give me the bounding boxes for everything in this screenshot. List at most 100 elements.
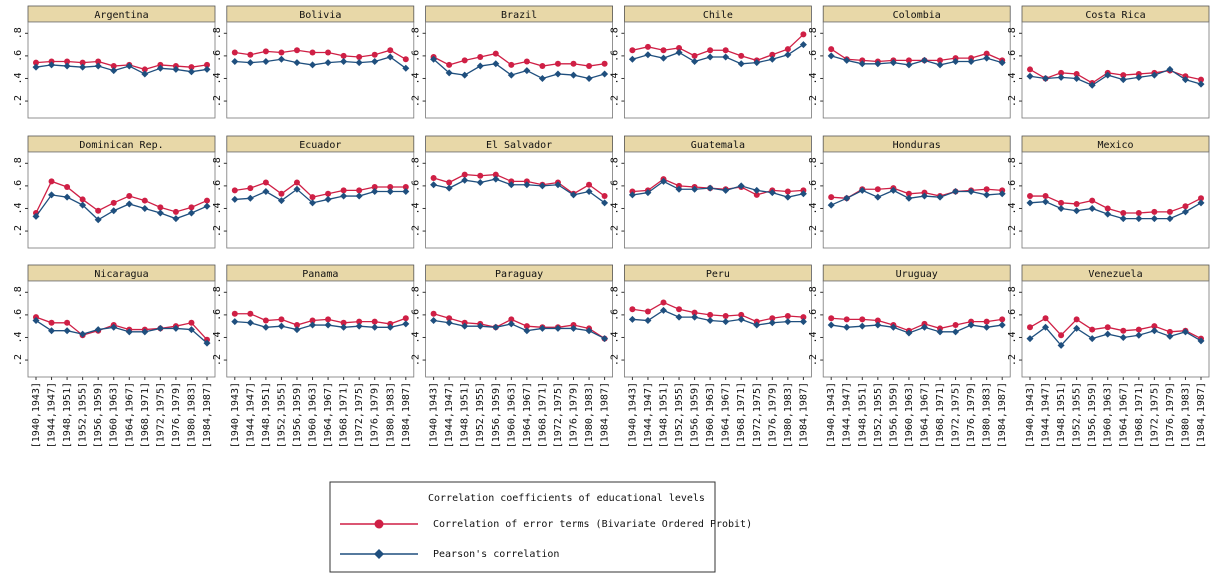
y-tick-label: .2 xyxy=(1007,95,1018,107)
point xyxy=(1119,215,1127,223)
point xyxy=(355,59,363,67)
point xyxy=(492,323,500,331)
point xyxy=(1073,316,1080,323)
point xyxy=(905,329,913,337)
point xyxy=(827,52,835,60)
y-tick-label: .2 xyxy=(13,225,24,237)
point xyxy=(1119,76,1127,84)
point xyxy=(293,185,301,193)
point xyxy=(644,51,652,59)
legend-box xyxy=(329,481,716,573)
point xyxy=(769,315,776,322)
x-tick-label: [1964,1967] xyxy=(323,382,334,448)
point xyxy=(125,328,133,336)
point xyxy=(386,53,394,61)
point xyxy=(203,65,211,73)
point xyxy=(659,54,667,62)
point xyxy=(538,182,546,190)
point xyxy=(628,55,636,63)
y-tick-label: .2 xyxy=(808,95,819,107)
point xyxy=(983,323,991,331)
point xyxy=(356,187,363,194)
point xyxy=(1197,80,1205,88)
point xyxy=(445,184,453,192)
point xyxy=(1073,74,1081,82)
x-tick-label: [1968,1971] xyxy=(736,382,747,448)
point xyxy=(828,46,835,53)
y-tick-label: .6 xyxy=(1007,50,1018,62)
point xyxy=(371,188,379,196)
point xyxy=(722,318,730,326)
point xyxy=(920,323,928,331)
point xyxy=(952,188,960,196)
plot-area xyxy=(425,280,614,378)
plot-area xyxy=(1021,21,1210,119)
point xyxy=(738,311,745,318)
x-tick-label: [1984,1987] xyxy=(401,382,412,448)
point xyxy=(324,195,332,203)
x-tick-label: [1948,1951] xyxy=(1056,382,1067,448)
point xyxy=(722,53,730,61)
x-tick-label: [1956,1959] xyxy=(690,382,701,448)
point xyxy=(446,179,453,186)
point xyxy=(1120,209,1127,216)
y-tick-label: .4 xyxy=(808,331,819,343)
x-tick-label: [1948,1951] xyxy=(658,382,669,448)
y-tick-label: .6 xyxy=(411,50,422,62)
y-tick-label: .8 xyxy=(411,27,422,39)
point xyxy=(262,317,269,324)
point xyxy=(753,186,761,194)
x-tick-label: [1952,1955] xyxy=(475,382,486,448)
y-tick-label: .6 xyxy=(411,309,422,321)
panel-title: Dominican Rep. xyxy=(79,140,163,151)
point xyxy=(936,328,944,336)
point xyxy=(79,196,86,203)
point xyxy=(753,191,760,198)
legend-marker xyxy=(374,549,384,559)
point xyxy=(293,326,301,334)
point xyxy=(1181,76,1189,84)
point xyxy=(538,324,546,332)
y-tick-label: .8 xyxy=(808,157,819,169)
point xyxy=(768,55,776,63)
point xyxy=(998,59,1006,67)
plot-area xyxy=(624,21,812,119)
x-tick-label: [1956,1959] xyxy=(292,382,303,448)
x-tick-label: [1952,1955] xyxy=(873,382,884,448)
y-tick-label: .4 xyxy=(13,331,24,343)
point xyxy=(1151,323,1158,330)
y-tick-label: .4 xyxy=(808,202,819,214)
point xyxy=(967,188,975,196)
point xyxy=(309,194,316,201)
point xyxy=(79,63,87,71)
point xyxy=(920,56,928,64)
x-tick-label: [1952,1955] xyxy=(276,382,287,448)
y-tick-label: .2 xyxy=(212,225,223,237)
point xyxy=(187,326,195,334)
point xyxy=(309,317,316,324)
point xyxy=(1058,332,1065,339)
point xyxy=(48,61,56,69)
x-tick-label: [1944,1947] xyxy=(444,382,455,448)
point xyxy=(324,321,332,329)
point xyxy=(828,315,835,322)
y-tick-label: .4 xyxy=(609,202,620,214)
point xyxy=(125,200,133,208)
x-tick-label: [1972,1975] xyxy=(155,382,166,448)
y-tick-label: .8 xyxy=(411,286,422,298)
point xyxy=(188,204,195,211)
point xyxy=(1150,327,1158,335)
point xyxy=(293,59,301,67)
point xyxy=(800,31,807,38)
x-tick-label: [1952,1955] xyxy=(1072,382,1083,448)
y-tick-label: .6 xyxy=(411,180,422,192)
plot-area xyxy=(27,21,216,119)
point xyxy=(1026,199,1034,207)
point xyxy=(492,171,499,178)
x-tick-label: [1944,1947] xyxy=(1041,382,1052,448)
point xyxy=(203,202,211,210)
point xyxy=(1042,74,1050,82)
point xyxy=(278,190,285,197)
point xyxy=(523,327,531,335)
x-tick-label: [1980,1983] xyxy=(584,382,595,448)
